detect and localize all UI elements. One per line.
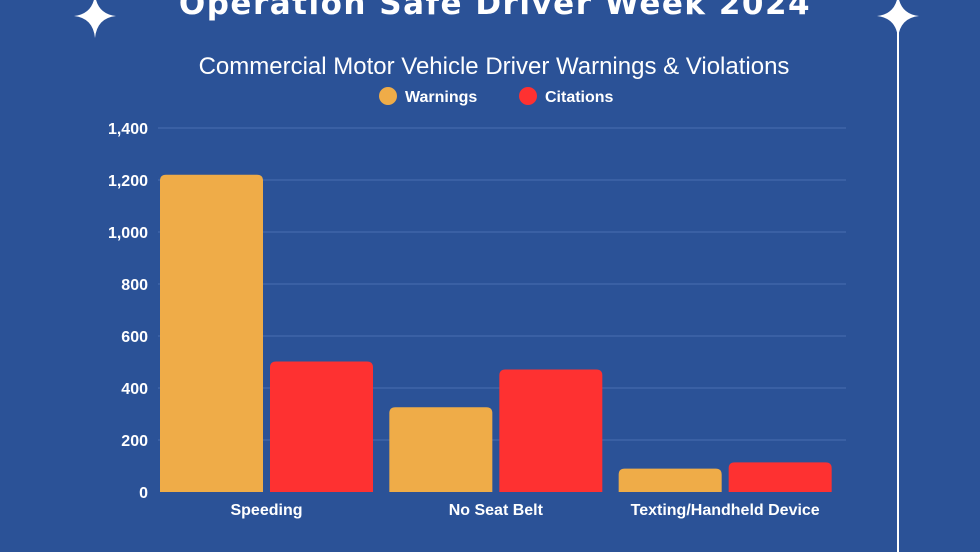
y-tick-label-1: 200	[121, 433, 148, 450]
chart-subtitle: Commercial Motor Vehicle Driver Warnings…	[198, 53, 790, 80]
legend-marker-citations	[519, 87, 537, 105]
bar-speeding-warnings	[160, 174, 263, 493]
y-tick-label-6: 1,200	[108, 173, 148, 190]
y-tick-label-5: 1,000	[108, 225, 148, 242]
x-tick-label-2: Texting/Handheld Device	[631, 502, 820, 519]
bar-texting-handheld-device-warnings	[618, 468, 722, 492]
chart-title: Operation Safe Driver Week 2024	[178, 0, 812, 22]
legend-marker-warnings	[379, 87, 397, 105]
sparkle-icon-right	[877, 0, 919, 38]
x-tick-label-0: Speeding	[230, 502, 302, 519]
y-tick-label-2: 400	[121, 381, 148, 398]
bar-no-seat-belt-warnings	[389, 407, 493, 492]
bar-speeding-citations	[270, 361, 373, 492]
bar-no-seat-belt-citations	[499, 369, 603, 492]
y-tick-label-4: 800	[121, 277, 148, 294]
y-tick-label-3: 600	[121, 329, 148, 346]
legend-label-warnings: Warnings	[405, 89, 477, 106]
y-tick-label-7: 1,400	[108, 121, 148, 138]
legend-label-citations: Citations	[545, 89, 614, 106]
decorative-vertical-line	[897, 20, 899, 552]
sparkle-icon-left	[74, 0, 116, 38]
x-tick-label-1: No Seat Belt	[449, 502, 544, 519]
bar-texting-handheld-device-citations	[728, 462, 832, 492]
y-tick-label-0: 0	[139, 485, 148, 502]
